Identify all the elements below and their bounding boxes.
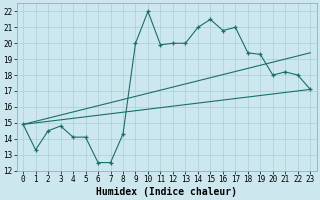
X-axis label: Humidex (Indice chaleur): Humidex (Indice chaleur)	[96, 186, 237, 197]
